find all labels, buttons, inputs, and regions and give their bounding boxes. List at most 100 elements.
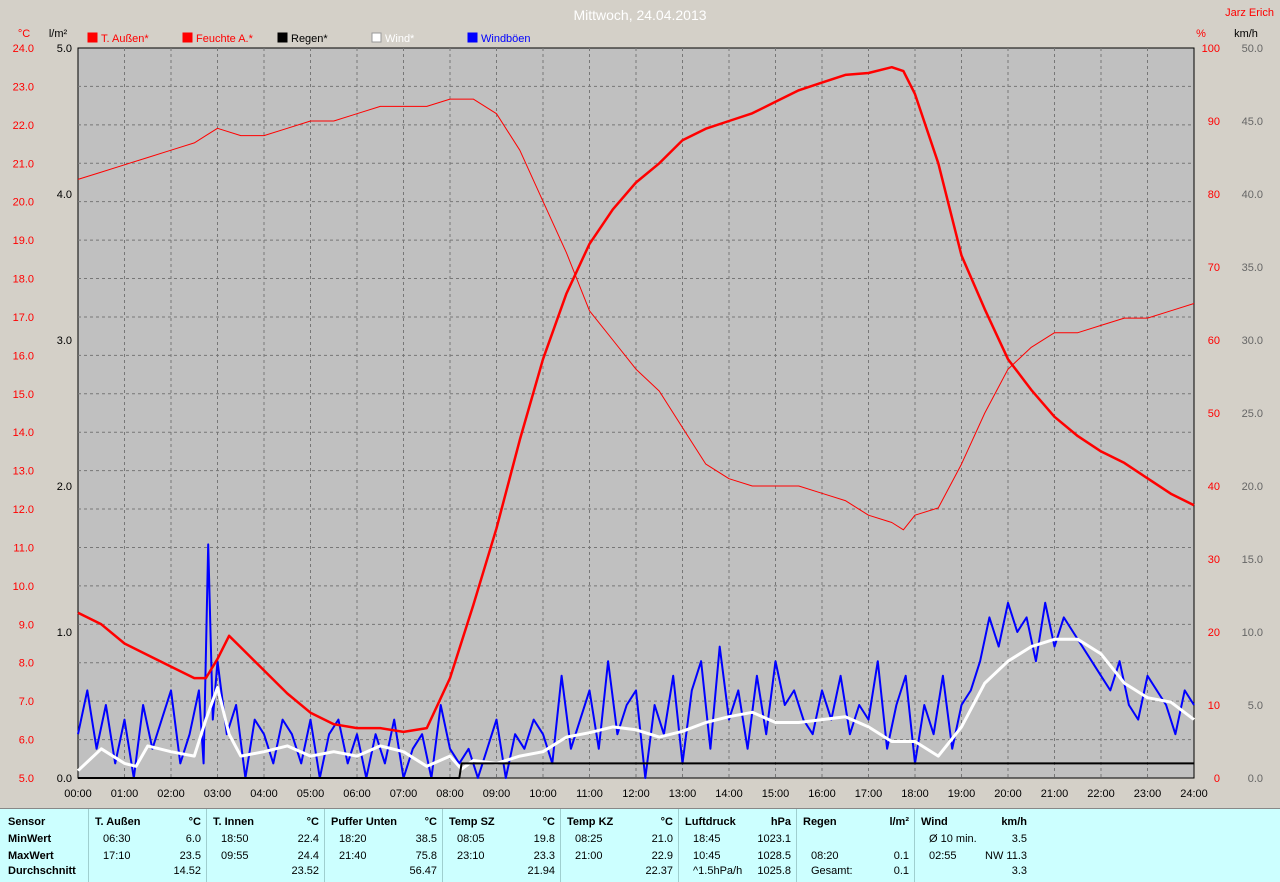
- stats-column-unit: °C: [306, 816, 319, 828]
- stats-avg-value: 21.94: [527, 865, 555, 877]
- stats-min-value: 21.0: [651, 833, 673, 845]
- stats-max-time: 08:20: [811, 850, 839, 862]
- legend-label: Windböen: [481, 33, 531, 45]
- stats-column-title: T. Außen: [95, 816, 141, 828]
- x-tick-label: 21:00: [1041, 788, 1069, 800]
- rain-tick-label: 4.0: [57, 189, 72, 201]
- weather-chart: Mittwoch, 24.04.2013 Jarz Erich °C l/m²% km/…: [13, 7, 1274, 800]
- temp-tick-label: 24.0: [13, 43, 34, 55]
- stats-min-value: 3.5: [1011, 833, 1027, 845]
- temp-tick-label: 14.0: [13, 427, 34, 439]
- legend-label: Wind*: [385, 33, 415, 45]
- x-tick-label: 23:00: [1134, 788, 1162, 800]
- x-tick-label: 00:00: [64, 788, 92, 800]
- wind-tick-label: 25.0: [1242, 408, 1263, 420]
- temp-tick-label: 8.0: [19, 658, 34, 670]
- stats-avg-value: 3.3: [1011, 865, 1027, 877]
- stats-avg-value: 22.37: [645, 865, 673, 877]
- x-tick-label: 05:00: [297, 788, 325, 800]
- stats-column-title: Temp SZ: [449, 816, 495, 828]
- stats-column-unit: °C: [188, 816, 201, 828]
- x-tick-label: 09:00: [483, 788, 511, 800]
- temp-tick-label: 22.0: [13, 120, 34, 132]
- chart-area: Mittwoch, 24.04.2013 Jarz Erich °C l/m²% km/…: [13, 7, 1274, 800]
- rain-tick-label: 3.0: [57, 335, 72, 347]
- temp-tick-label: 16.0: [13, 350, 34, 362]
- stats-max-time: 09:55: [221, 850, 249, 862]
- stats-avg-note: Gesamt:: [811, 865, 853, 877]
- stats-max-time: 02:55: [929, 850, 957, 862]
- stats-max-time: 21:40: [339, 850, 367, 862]
- series-wind: [76, 637, 1195, 772]
- stats-column: Luftdruck hPa 18:45 1023.1 10:45 1028.5 ^1.5hP…: [678, 809, 797, 882]
- x-tick-label: 22:00: [1087, 788, 1115, 800]
- temp-tick-label: 21.0: [13, 158, 34, 170]
- stats-column: Regen l/m² 08:20 0.1 Gesamt: 0.1: [796, 809, 915, 882]
- stats-avg-value: 14.52: [173, 865, 201, 877]
- humidity-tick-label: 30: [1208, 554, 1220, 566]
- x-tick-label: 16:00: [808, 788, 836, 800]
- legend-label: Regen*: [291, 33, 328, 45]
- stats-column: Puffer Unten °C 18:20 38.5 21:40 75.8 56.47: [324, 809, 443, 882]
- temp-tick-label: 9.0: [19, 619, 34, 631]
- temp-tick-label: 7.0: [19, 696, 34, 708]
- stats-min-value: 1023.1: [757, 833, 791, 845]
- wind-tick-label: 15.0: [1242, 554, 1263, 566]
- stats-min-time: 08:25: [575, 833, 603, 845]
- x-tick-label: 03:00: [204, 788, 232, 800]
- stats-row-min-label: MinWert: [8, 833, 52, 845]
- wind-tick-label: 45.0: [1242, 116, 1263, 128]
- x-tick-label: 15:00: [762, 788, 790, 800]
- stats-column: Temp KZ °C 08:25 21.0 21:00 22.9 22.37: [560, 809, 679, 882]
- humidity-tick-label: 50: [1208, 408, 1220, 420]
- stats-min-time: 18:20: [339, 833, 367, 845]
- humidity-tick-label: 80: [1208, 189, 1220, 201]
- temp-tick-label: 6.0: [19, 735, 34, 747]
- x-tick-label: 10:00: [529, 788, 557, 800]
- humidity-tick-label: 20: [1208, 627, 1220, 639]
- legend-swatch: [182, 32, 193, 43]
- stats-column-title: Luftdruck: [685, 816, 736, 828]
- rain-tick-label: 1.0: [57, 627, 72, 639]
- temp-tick-label: 11.0: [13, 542, 34, 554]
- stats-max-value: 75.8: [415, 850, 437, 862]
- stats-column-unit: °C: [542, 816, 555, 828]
- stats-column-unit: °C: [660, 816, 673, 828]
- author-label: Jarz Erich: [1225, 7, 1274, 19]
- stats-max-value: NW 11.3: [985, 850, 1027, 862]
- stats-panel: Sensor MinWert MaxWert Durchschnitt T. A…: [0, 808, 1280, 882]
- humidity-tick-label: 0: [1214, 773, 1220, 785]
- x-tick-label: 08:00: [436, 788, 464, 800]
- legend-label: T. Außen*: [101, 33, 149, 45]
- x-tick-label: 18:00: [901, 788, 929, 800]
- wind-axis-unit: km/h: [1234, 28, 1258, 40]
- humidity-tick-label: 60: [1208, 335, 1220, 347]
- x-tick-label: 06:00: [343, 788, 371, 800]
- stats-max-value: 0.1: [893, 850, 909, 862]
- wind-tick-label: 35.0: [1242, 262, 1263, 274]
- legend-label: Feuchte A.*: [196, 33, 254, 45]
- stats-sensor-header: Sensor: [8, 816, 46, 828]
- humidity-axis-unit: %: [1196, 28, 1206, 40]
- stats-column-title: Wind: [921, 816, 948, 828]
- stats-row-avg-label: Durchschnitt: [8, 865, 76, 877]
- x-tick-label: 02:00: [157, 788, 185, 800]
- temp-tick-label: 12.0: [13, 504, 34, 516]
- stats-min-time: 18:50: [221, 833, 249, 845]
- legend-swatch: [467, 32, 478, 43]
- stats-max-time: 21:00: [575, 850, 603, 862]
- stats-min-value: 19.8: [533, 833, 555, 845]
- stats-max-value: 22.9: [651, 850, 673, 862]
- stats-column-unit: hPa: [770, 816, 791, 828]
- temp-tick-label: 20.0: [13, 197, 34, 209]
- temp-tick-label: 15.0: [13, 389, 34, 401]
- chart-title: Mittwoch, 24.04.2013: [573, 7, 706, 23]
- stats-max-value: 24.4: [297, 850, 319, 862]
- x-tick-label: 13:00: [669, 788, 697, 800]
- stats-min-value: 6.0: [185, 833, 201, 845]
- stats-column: Wind km/h Ø 10 min. 3.5 02:55 NW 11.3 3.3: [914, 809, 1033, 882]
- temp-tick-label: 10.0: [13, 581, 34, 593]
- legend-swatch: [277, 32, 288, 43]
- series-outdoor-temp: [77, 65, 1195, 734]
- wind-tick-label: 40.0: [1242, 189, 1263, 201]
